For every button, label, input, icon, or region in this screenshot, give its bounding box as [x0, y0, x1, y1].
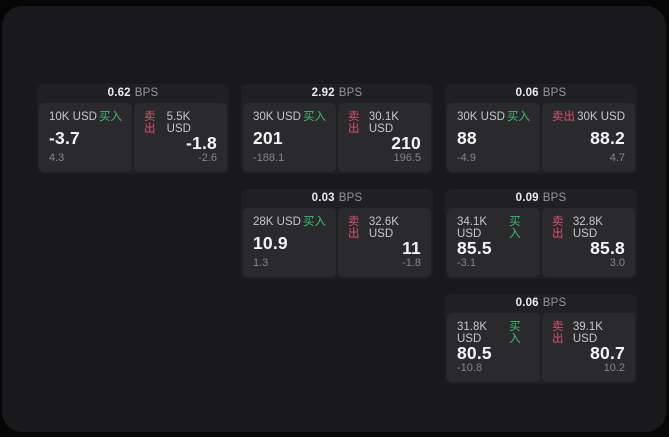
- spread-header: 2.92 BPS: [243, 84, 431, 103]
- buy-tile[interactable]: 34.1K USD 买入 85.5 -3.1: [447, 208, 540, 277]
- bps-unit-label: BPS: [338, 191, 363, 204]
- sell-button[interactable]: 卖出: [552, 111, 575, 123]
- sell-change: 10.2: [603, 362, 625, 374]
- spread-bps-value: 0.62: [107, 86, 131, 99]
- buy-change: 1.3: [253, 257, 269, 269]
- spread-bps-value: 0.03: [311, 191, 335, 204]
- sell-size: 30K USD: [577, 111, 625, 123]
- buy-size: 31.8K USD: [457, 321, 488, 345]
- sell-button[interactable]: 卖出: [552, 216, 564, 240]
- buy-button[interactable]: 买入: [303, 111, 326, 123]
- bps-unit-label: BPS: [134, 86, 159, 99]
- buy-change: -10.8: [457, 362, 483, 374]
- sell-change: 196.5: [393, 152, 421, 164]
- quote-card: 0.06 BPS 30K USD 买入 88 -4.9 卖出 30K USD 8…: [445, 84, 637, 174]
- sell-size: 5.5K USD: [166, 111, 191, 135]
- sell-price: 80.7: [590, 343, 625, 364]
- buy-price: 10.9: [253, 232, 288, 253]
- bps-unit-label: BPS: [338, 86, 363, 99]
- sell-button[interactable]: 卖出: [348, 216, 360, 240]
- buy-tile[interactable]: 31.8K USD 买入 80.5 -10.8: [447, 313, 540, 382]
- quote-card: 0.09 BPS 34.1K USD 买入 85.5 -3.1 卖出 32.8K…: [445, 189, 637, 279]
- buy-button[interactable]: 买入: [509, 216, 521, 240]
- sell-price: -1.8: [186, 133, 217, 154]
- buy-change: -188.1: [253, 152, 285, 164]
- sell-tile[interactable]: 卖出 30.1K USD 210 196.5: [338, 103, 431, 172]
- bps-unit-label: BPS: [542, 86, 567, 99]
- sell-size: 32.6K USD: [368, 216, 399, 240]
- sell-button[interactable]: 卖出: [144, 111, 156, 135]
- buy-button[interactable]: 买入: [507, 111, 530, 123]
- spread-header: 0.03 BPS: [243, 189, 431, 208]
- sell-size: 32.8K USD: [572, 216, 603, 240]
- sell-tile[interactable]: 卖出 30K USD 88.2 4.7: [542, 103, 635, 172]
- sell-price: 85.8: [590, 238, 625, 259]
- buy-size: 28K USD: [253, 216, 301, 228]
- buy-price: 80.5: [457, 343, 492, 364]
- buy-tile[interactable]: 28K USD 买入 10.9 1.3: [243, 208, 336, 277]
- buy-button[interactable]: 买入: [303, 216, 326, 228]
- bps-unit-label: BPS: [542, 296, 567, 309]
- sell-price: 210: [391, 133, 421, 154]
- quote-body: 34.1K USD 买入 85.5 -3.1 卖出 32.8K USD 85.8…: [447, 208, 635, 277]
- sell-tile[interactable]: 卖出 5.5K USD -1.8 -2.6: [134, 103, 227, 172]
- sell-change: -1.8: [402, 257, 421, 269]
- sell-change: 3.0: [609, 257, 625, 269]
- buy-size: 30K USD: [253, 111, 301, 123]
- sell-price: 11: [402, 238, 421, 259]
- sell-change: 4.7: [609, 152, 625, 164]
- buy-price: 85.5: [457, 238, 492, 259]
- quote-card: 0.62 BPS 10K USD 买入 -3.7 4.3 卖出 5.5K USD…: [37, 84, 229, 174]
- sell-size: 39.1K USD: [572, 321, 603, 345]
- buy-size: 10K USD: [49, 111, 97, 123]
- spread-header: 0.06 BPS: [447, 294, 635, 313]
- spread-bps-value: 2.92: [311, 86, 335, 99]
- quote-card: 0.03 BPS 28K USD 买入 10.9 1.3 卖出 32.6K US…: [241, 189, 433, 279]
- sell-button[interactable]: 卖出: [348, 111, 360, 135]
- sell-tile[interactable]: 卖出 39.1K USD 80.7 10.2: [542, 313, 635, 382]
- buy-button[interactable]: 买入: [99, 111, 122, 123]
- bps-unit-label: BPS: [542, 191, 567, 204]
- sell-size: 30.1K USD: [368, 111, 399, 135]
- buy-tile[interactable]: 30K USD 买入 88 -4.9: [447, 103, 540, 172]
- quote-body: 10K USD 买入 -3.7 4.3 卖出 5.5K USD -1.8 -2.…: [39, 103, 227, 172]
- buy-price: 201: [253, 127, 283, 148]
- spread-bps-value: 0.09: [515, 191, 539, 204]
- quote-body: 30K USD 买入 88 -4.9 卖出 30K USD 88.2 4.7: [447, 103, 635, 172]
- buy-size: 34.1K USD: [457, 216, 488, 240]
- spread-header: 0.06 BPS: [447, 84, 635, 103]
- sell-change: -2.6: [198, 152, 217, 164]
- buy-change: -4.9: [457, 152, 476, 164]
- quote-card: 0.06 BPS 31.8K USD 买入 80.5 -10.8 卖出 39.1…: [445, 294, 637, 384]
- sell-button[interactable]: 卖出: [552, 321, 564, 345]
- quote-card: 2.92 BPS 30K USD 买入 201 -188.1 卖出 30.1K …: [241, 84, 433, 174]
- buy-change: 4.3: [49, 152, 65, 164]
- buy-size: 30K USD: [457, 111, 505, 123]
- quote-body: 31.8K USD 买入 80.5 -10.8 卖出 39.1K USD 80.…: [447, 313, 635, 382]
- buy-price: -3.7: [49, 127, 80, 148]
- spread-header: 0.09 BPS: [447, 189, 635, 208]
- buy-price: 88: [457, 127, 477, 148]
- buy-change: -3.1: [457, 257, 476, 269]
- buy-tile[interactable]: 10K USD 买入 -3.7 4.3: [39, 103, 132, 172]
- quote-body: 30K USD 买入 201 -188.1 卖出 30.1K USD 210 1…: [243, 103, 431, 172]
- spread-bps-value: 0.06: [515, 296, 539, 309]
- buy-button[interactable]: 买入: [509, 321, 521, 345]
- buy-tile[interactable]: 30K USD 买入 201 -188.1: [243, 103, 336, 172]
- sell-tile[interactable]: 卖出 32.6K USD 11 -1.8: [338, 208, 431, 277]
- quotes-panel: 0.62 BPS 10K USD 买入 -3.7 4.3 卖出 5.5K USD…: [2, 6, 666, 432]
- sell-price: 88.2: [590, 127, 625, 148]
- sell-tile[interactable]: 卖出 32.8K USD 85.8 3.0: [542, 208, 635, 277]
- spread-bps-value: 0.06: [515, 86, 539, 99]
- quote-body: 28K USD 买入 10.9 1.3 卖出 32.6K USD 11 -1.8: [243, 208, 431, 277]
- spread-header: 0.62 BPS: [39, 84, 227, 103]
